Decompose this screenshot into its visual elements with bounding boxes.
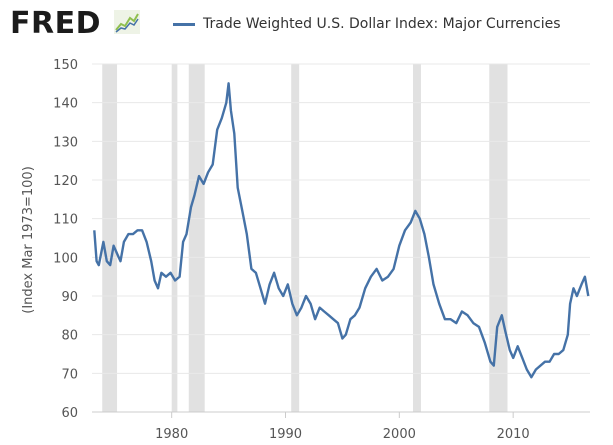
fred-logo[interactable]: FRED	[10, 6, 101, 41]
x-tick-label-1980: 1980	[155, 427, 188, 442]
y-axis: 60 70 80 90 100 110 120 130 140 150	[53, 58, 78, 421]
legend-label: Trade Weighted U.S. Dollar Index: Major …	[203, 16, 561, 32]
recession-band-1	[171, 64, 178, 412]
y-tick-label-70: 70	[61, 367, 78, 382]
legend-swatch	[173, 22, 195, 26]
y-tick-label-60: 60	[61, 406, 78, 421]
recession-band-0	[102, 64, 118, 412]
series-line-0	[93, 82, 590, 379]
y-tick-label-110: 110	[53, 213, 78, 228]
logo-icon-line-2	[115, 18, 139, 33]
recession-band-2	[188, 64, 205, 412]
x-tick-label-2000: 2000	[383, 427, 416, 442]
y-tick-label-130: 130	[53, 135, 78, 150]
fred-chart-icon	[114, 10, 140, 34]
chart-legend: Trade Weighted U.S. Dollar Index: Major …	[173, 16, 561, 32]
y-tick-label-80: 80	[61, 329, 78, 344]
x-axis: 1980 1990 2000 2010	[92, 411, 590, 442]
grid-lines	[92, 63, 590, 413]
recession-band-4	[412, 64, 421, 412]
y-tick-label-140: 140	[53, 97, 78, 112]
recession-band-5	[489, 64, 508, 412]
series-layer	[93, 82, 590, 379]
y-tick-label-120: 120	[53, 174, 78, 189]
logo-icon-line	[115, 13, 139, 31]
y-tick-label-100: 100	[53, 251, 78, 266]
y-tick-label-90: 90	[61, 290, 78, 305]
recession-bands	[102, 64, 508, 412]
recession-band-3	[291, 64, 300, 412]
y-axis-label: (Index Mar 1973=100)	[21, 166, 36, 314]
x-tick-label-1990: 1990	[269, 427, 302, 442]
y-tick-label-150: 150	[53, 58, 78, 73]
x-tick-label-2010: 2010	[497, 427, 530, 442]
